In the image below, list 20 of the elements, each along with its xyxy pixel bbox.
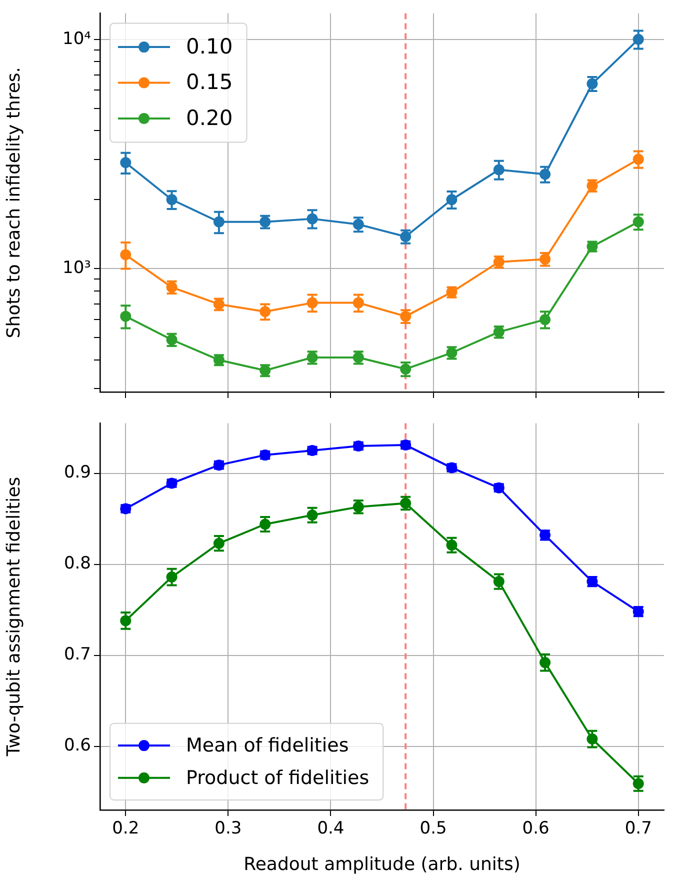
- legend-label: Product of fidelities: [186, 766, 370, 789]
- x-tick-label: 0.5: [420, 818, 447, 839]
- y-axis-title: Shots to reach infidelity thres.: [3, 66, 24, 338]
- y-tick-label: 0.8: [64, 554, 91, 574]
- legend-label: Mean of fidelities: [186, 734, 349, 756]
- x-tick-label: 0.3: [214, 818, 242, 839]
- x-tick-label: 0.6: [522, 818, 550, 839]
- legend-label: 0.15: [186, 70, 233, 94]
- y-tick-label: 0.9: [64, 462, 91, 483]
- legend-label: 0.20: [186, 106, 233, 130]
- y-tick-label: 0.6: [64, 736, 91, 756]
- y-tick-label: 0.7: [64, 644, 91, 665]
- x-axis-title: Readout amplitude (arb. units): [244, 854, 520, 875]
- y-tick-label: 10⁴: [62, 28, 92, 49]
- x-tick-label: 0.2: [112, 818, 140, 839]
- y-axis-title: Two-qubit assignment fidelities: [3, 476, 24, 758]
- legend-label: 0.10: [186, 34, 233, 59]
- x-tick-label: 0.4: [317, 818, 344, 839]
- y-tick-label: 10³: [62, 258, 91, 278]
- x-tick-label: 0.7: [624, 818, 652, 839]
